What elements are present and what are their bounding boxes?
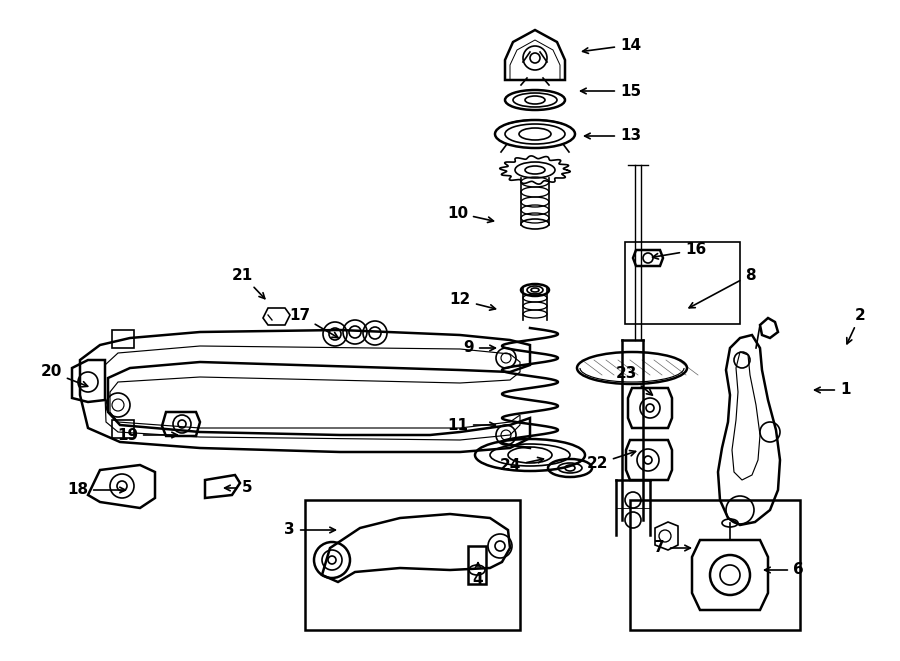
Bar	[630, 500, 800, 630]
Bar	[468, 546, 486, 584]
Text: 21: 21	[232, 268, 265, 299]
Bar	[112, 330, 134, 348]
Text: 6: 6	[765, 563, 804, 578]
Text: 3: 3	[284, 522, 336, 537]
Text: 8: 8	[689, 268, 756, 308]
Text: 11: 11	[447, 418, 495, 432]
Text: 4: 4	[472, 563, 483, 588]
Text: 1: 1	[814, 383, 850, 397]
Text: 18: 18	[67, 483, 125, 498]
Text: 23: 23	[616, 366, 652, 395]
Text: 16: 16	[652, 243, 706, 259]
Text: 14: 14	[582, 38, 641, 54]
Text: 10: 10	[447, 206, 493, 223]
Text: 12: 12	[450, 293, 496, 310]
Text: 24: 24	[500, 457, 544, 473]
Text: 5: 5	[225, 481, 253, 496]
Text: 2: 2	[847, 307, 866, 344]
Bar	[112, 420, 134, 438]
Text: 19: 19	[117, 428, 177, 442]
Text: 22: 22	[587, 451, 635, 471]
Text: 7: 7	[654, 541, 690, 555]
Text: 20: 20	[40, 364, 87, 387]
Text: 13: 13	[585, 128, 641, 143]
Text: 9: 9	[464, 340, 495, 356]
Bar	[625, 242, 740, 324]
Text: 15: 15	[580, 83, 641, 98]
Text: 17: 17	[289, 307, 338, 338]
Bar	[305, 500, 520, 630]
